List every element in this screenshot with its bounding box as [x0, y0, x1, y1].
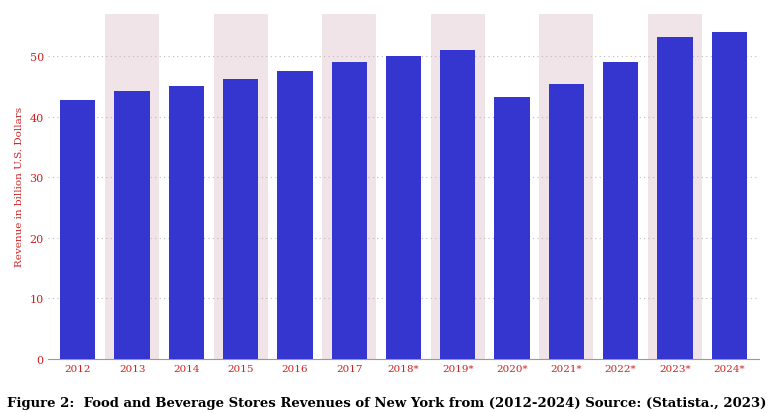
Bar: [549, 84, 584, 359]
Bar: [603, 63, 639, 359]
Bar: [105, 15, 159, 359]
Bar: [539, 15, 594, 359]
Bar: [711, 33, 747, 359]
Bar: [495, 98, 529, 359]
Bar: [115, 92, 149, 359]
Bar: [277, 72, 313, 359]
Bar: [430, 15, 485, 359]
Bar: [386, 57, 421, 359]
Y-axis label: Revenue in billion U.S. Dollars: Revenue in billion U.S. Dollars: [15, 107, 24, 267]
Bar: [169, 87, 204, 359]
Bar: [322, 15, 376, 359]
Bar: [214, 15, 268, 359]
Bar: [440, 51, 475, 359]
Bar: [657, 38, 693, 359]
Bar: [223, 79, 259, 359]
Bar: [60, 101, 95, 359]
Bar: [331, 63, 367, 359]
Bar: [648, 15, 702, 359]
Text: Figure 2:  Food and Beverage Stores Revenues of New York from (2012-2024) Source: Figure 2: Food and Beverage Stores Reven…: [7, 396, 767, 409]
